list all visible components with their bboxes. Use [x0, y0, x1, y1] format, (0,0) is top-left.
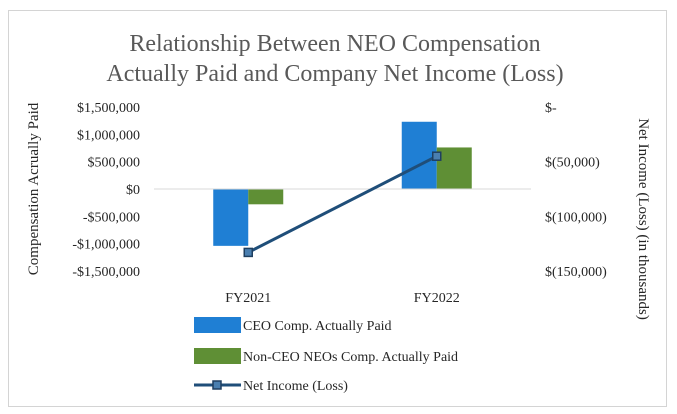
legend-label: Non-CEO NEOs Comp. Actually Paid: [243, 350, 458, 365]
chart-svg: Relationship Between NEO Compensation Ac…: [26, 31, 651, 394]
line-marker-fy2021: [243, 247, 253, 258]
y2-tick-label: $(50,000): [545, 156, 600, 171]
line-marker-fy2022: [432, 151, 442, 161]
y2-tick-label: $(100,000): [545, 210, 607, 225]
y2-tick-label: $-: [545, 101, 557, 116]
legend-label: Net Income (Loss): [243, 379, 348, 394]
legend-swatch: [194, 317, 241, 333]
legend-swatch-marker: [212, 380, 222, 390]
y-axis-label: Compensation Acrually Paid: [26, 102, 42, 275]
legend-label: CEO Comp. Actually Paid: [243, 319, 392, 334]
legend-swatch: [194, 348, 241, 364]
x-tick-label: FY2021: [225, 291, 271, 306]
bar-ceo-comp-actually-paid-fy2022: [401, 121, 437, 189]
y2-axis-label: Net Income (Loss) (in thousands): [635, 118, 651, 320]
x-tick-label: FY2022: [414, 291, 460, 306]
legend: CEO Comp. Actually Paid Non-CEO NEOs Comp…: [194, 317, 458, 394]
chart-frame: Relationship Between NEO Compensation Ac…: [8, 10, 667, 407]
plot-area: $1,500,000 $1,000,000 $500,000 $0 -$500,000 -…: [72, 101, 607, 306]
y-tick-label: -$1,000,000: [72, 238, 140, 253]
line-net-income: [247, 154, 438, 254]
y-tick-label: $1,500,000: [77, 101, 140, 116]
y2-tick-label: $(150,000): [545, 265, 607, 280]
chart-title-line-1: Relationship Between NEO Compensation: [129, 31, 540, 57]
y-tick-label: $0: [126, 183, 140, 198]
bar-ceo-comp-actually-paid-fy2021: [213, 189, 249, 246]
y-tick-label: $1,000,000: [77, 128, 140, 143]
bar-non-ceo-neos-comp-actually-paid-fy2021: [248, 189, 284, 205]
y-tick-label: -$500,000: [83, 210, 140, 225]
y-tick-label: $500,000: [88, 156, 141, 171]
bar-non-ceo-neos-comp-actually-paid-fy2022: [436, 147, 472, 189]
y-tick-label: -$1,500,000: [72, 265, 140, 280]
chart-title-line-2: Actually Paid and Company Net Income (Lo…: [106, 61, 563, 87]
